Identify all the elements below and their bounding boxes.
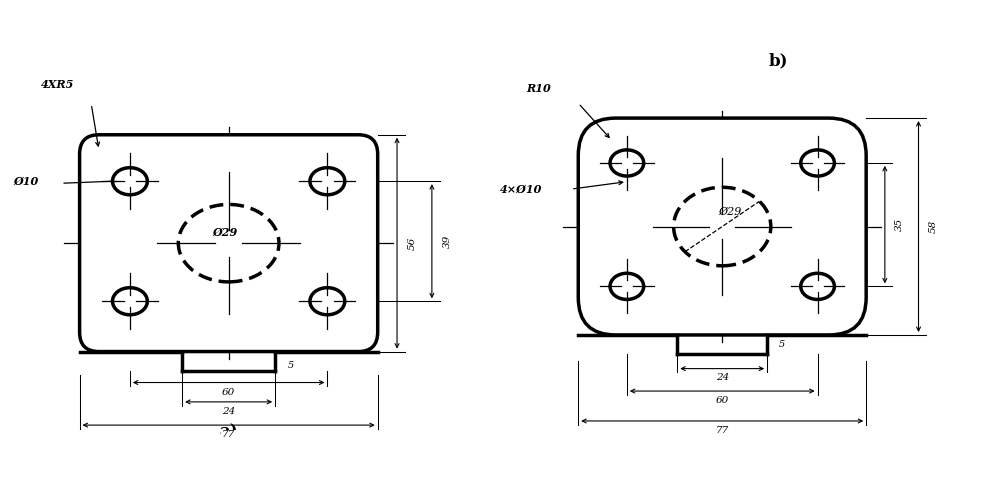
Text: 77: 77 <box>222 430 235 439</box>
Text: b): b) <box>769 53 788 70</box>
Text: 77: 77 <box>715 426 729 435</box>
Text: 4XR5: 4XR5 <box>41 79 74 90</box>
Text: Ø29: Ø29 <box>718 208 741 217</box>
Text: Ø29: Ø29 <box>212 226 237 238</box>
Text: 58: 58 <box>929 220 938 233</box>
Text: 35: 35 <box>896 218 905 231</box>
Text: 39: 39 <box>442 235 452 248</box>
Text: a): a) <box>219 423 238 441</box>
Text: 5: 5 <box>779 340 785 349</box>
Text: 56: 56 <box>408 237 417 250</box>
FancyBboxPatch shape <box>79 135 378 352</box>
Text: 4×Ø10: 4×Ø10 <box>500 184 542 195</box>
Text: 60: 60 <box>222 387 235 397</box>
Text: Ø10: Ø10 <box>14 176 39 187</box>
Text: 24: 24 <box>715 374 729 383</box>
Text: 5: 5 <box>288 360 294 370</box>
Text: R10: R10 <box>526 83 551 94</box>
FancyBboxPatch shape <box>578 118 866 335</box>
Text: 24: 24 <box>222 407 235 416</box>
Text: 60: 60 <box>715 396 729 405</box>
